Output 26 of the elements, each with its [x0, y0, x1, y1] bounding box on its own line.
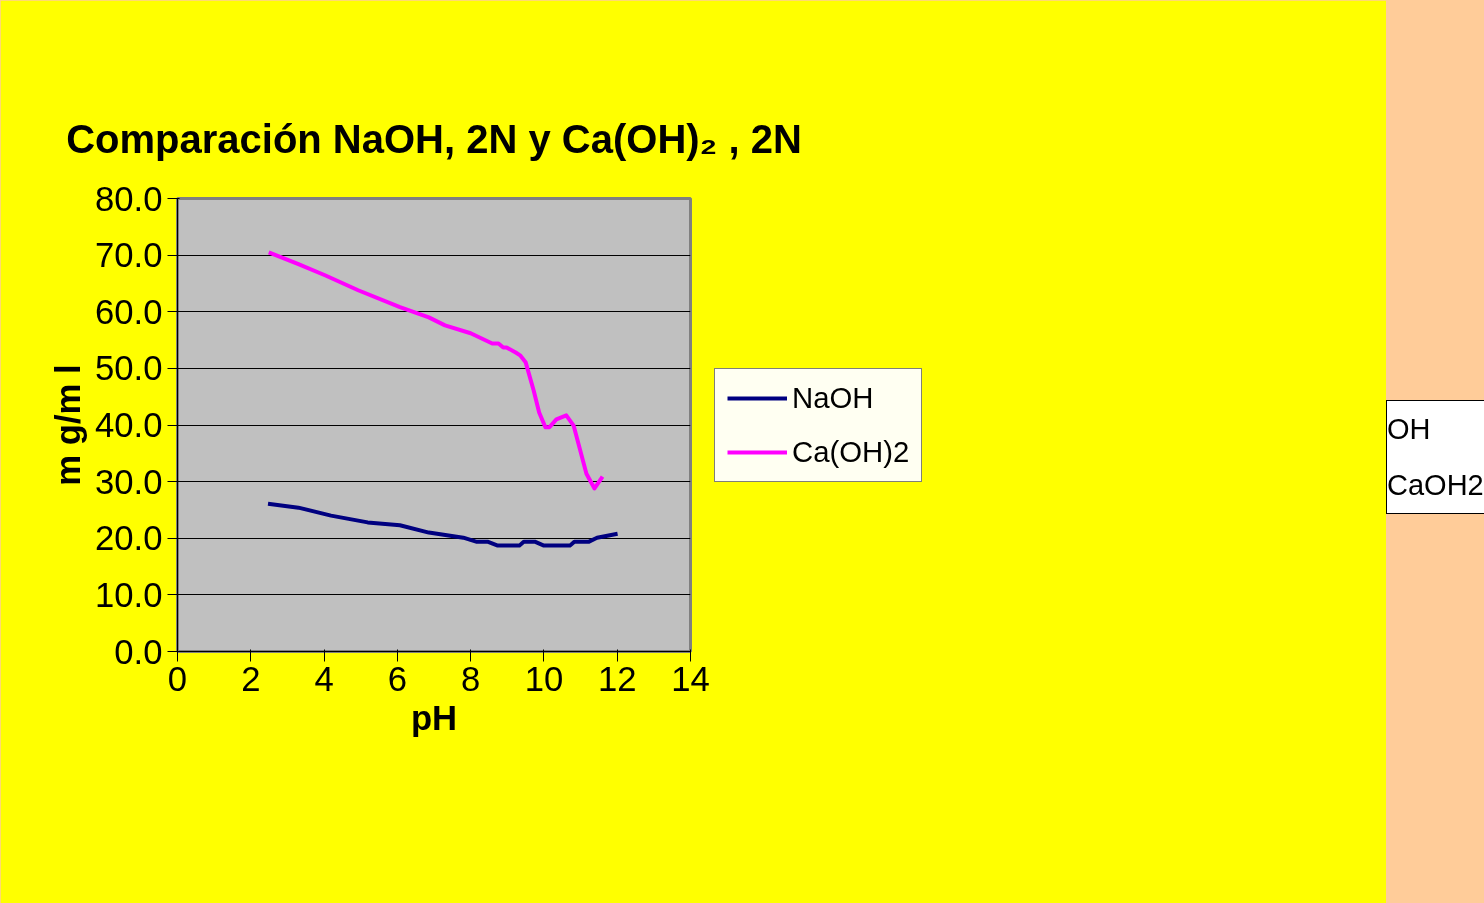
y-tick-label: 40.0: [95, 406, 163, 444]
y-tick-label: 80.0: [95, 179, 163, 218]
text: OH: [1387, 412, 1432, 447]
y-tick-label: 10.0: [95, 575, 163, 614]
y-tick-label: 20.0: [95, 519, 163, 558]
y-tick-label: 30.0: [95, 462, 163, 501]
x-tick-label: 4: [314, 659, 334, 698]
y-axis-title: m g/m l: [49, 364, 88, 486]
y-tick-label: 50.0: [95, 349, 163, 388]
text: CaOH2: [1387, 468, 1484, 503]
legend-label: Ca(OH)2: [792, 434, 910, 469]
y-tick-label: 60.0: [95, 292, 163, 331]
x-tick-label: 8: [461, 659, 481, 698]
x-tick-label: 6: [387, 659, 407, 698]
y-tick-label: 0.0: [114, 632, 163, 671]
line-series: [266, 250, 605, 491]
x-tick-label: 12: [597, 659, 637, 698]
x-tick-label: 10: [524, 659, 564, 698]
x-axis-title: pH: [410, 698, 458, 737]
legend-label: NaOH: [792, 380, 874, 415]
x-tick-label: 0: [167, 659, 188, 698]
y-tick-label: 70.0: [95, 236, 163, 275]
x-tick-label: 2: [241, 659, 261, 698]
line-series: [266, 501, 620, 548]
x-tick-label: 14: [671, 659, 710, 698]
chart-title: Comparación NaOH, 2N y Ca(OH)₂ , 2N: [66, 117, 802, 161]
